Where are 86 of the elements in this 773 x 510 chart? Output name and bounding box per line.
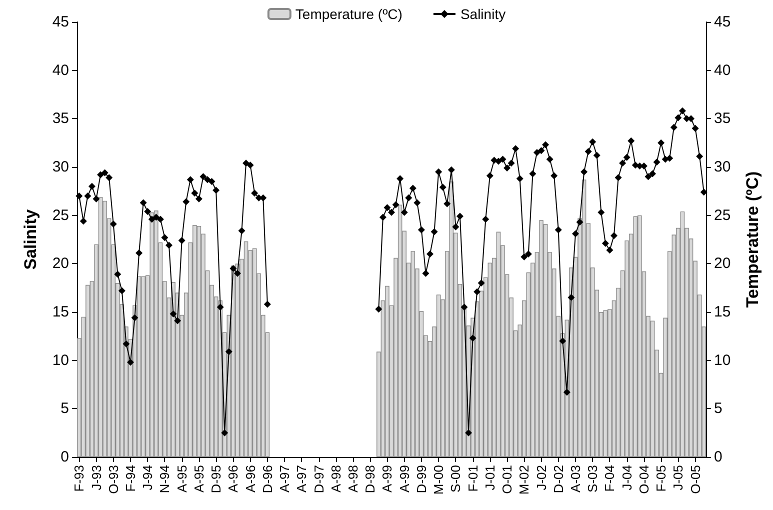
bar <box>539 220 544 457</box>
x-tick-label: A-95 <box>191 465 206 492</box>
bar <box>141 276 146 457</box>
bar <box>231 266 236 457</box>
x-tick-label: A-99 <box>380 465 395 492</box>
y2-tick-label: 35 <box>714 110 731 128</box>
x-tick-label: D-97 <box>311 465 326 494</box>
bar <box>385 286 390 457</box>
x-tick-label: O-04 <box>636 465 652 494</box>
bar <box>638 215 642 457</box>
x-tick-label: O-93 <box>106 465 121 494</box>
bar <box>171 282 176 457</box>
x-tick-label: D-02 <box>550 465 566 494</box>
y2-tick-label: 30 <box>714 158 731 176</box>
y2-tick-label: 45 <box>714 14 731 30</box>
x-tick-label: F-93 <box>72 465 87 492</box>
x-tick-label: D-98 <box>362 465 378 494</box>
y-tick-label: 30 <box>52 158 69 176</box>
bar <box>680 211 685 457</box>
y-tick-label: 25 <box>52 206 69 224</box>
bar <box>252 248 257 457</box>
bar <box>102 200 107 457</box>
x-tick-label: J-04 <box>619 465 634 490</box>
x-tick-label: A-03 <box>568 465 583 492</box>
bar <box>150 212 154 457</box>
y2-tick-label: 15 <box>714 304 731 320</box>
x-tick-label: A-98 <box>328 465 344 492</box>
x-tick-label: O-01 <box>500 465 515 494</box>
x-tick-label: A-96 <box>226 465 241 492</box>
y-tick-label: 15 <box>52 304 69 320</box>
x-tick-label: S-03 <box>585 465 600 492</box>
x-tick-label: J-01 <box>482 465 498 490</box>
x-tick-label: A-97 <box>277 465 292 492</box>
x-tick-label: A-97 <box>294 465 310 492</box>
bar <box>398 204 402 457</box>
bar <box>603 310 608 457</box>
x-tick-label: J-94 <box>140 465 156 490</box>
bar <box>436 294 441 457</box>
x-tick-label: F-05 <box>654 465 669 492</box>
y-axis-title: Salinity <box>21 208 40 270</box>
x-tick-label: J-02 <box>534 465 549 490</box>
bar <box>449 182 454 457</box>
legend-label: Temperature (ºC) <box>295 6 402 22</box>
x-tick-label: F-04 <box>602 465 618 492</box>
y2-tick-label: 5 <box>714 400 722 418</box>
x-tick-label: A-98 <box>345 465 360 492</box>
bar <box>244 241 248 457</box>
bar <box>633 216 638 457</box>
y-tick-label: 10 <box>52 352 69 369</box>
x-tick-label: O-05 <box>688 465 703 494</box>
x-tick-label: F-01 <box>465 465 480 492</box>
y2-tick-label: 25 <box>714 206 731 224</box>
bar <box>582 180 586 457</box>
x-tick-label: D-96 <box>260 465 275 494</box>
y2-tick-label: 10 <box>714 352 731 369</box>
y-tick-label: 5 <box>60 400 69 418</box>
x-tick-label: A-95 <box>174 465 190 492</box>
bar <box>98 196 103 457</box>
y2-axis-title: Temperature (ºC) <box>743 171 762 308</box>
x-tick-label: J-05 <box>670 465 686 490</box>
y2-tick-label: 40 <box>714 62 731 79</box>
x-tick-label: F-94 <box>122 465 138 492</box>
bar <box>86 284 90 457</box>
bar <box>136 276 142 457</box>
y-tick-label: 20 <box>52 255 69 272</box>
y-tick-label: 40 <box>52 62 69 79</box>
legend-label: Salinity <box>460 6 506 22</box>
x-tick-label: D-95 <box>208 465 224 494</box>
x-tick-label: N-94 <box>157 465 172 494</box>
x-tick-label: A-96 <box>242 465 258 492</box>
y-tick-label: 35 <box>52 110 69 128</box>
bar <box>496 232 501 457</box>
x-tick-label: J-93 <box>88 465 104 490</box>
x-tick-label: A-99 <box>396 465 412 492</box>
bar <box>196 226 202 457</box>
bar <box>543 224 548 457</box>
y2-tick-label: 20 <box>714 255 731 272</box>
x-tick-label: S-00 <box>448 465 464 492</box>
bar <box>410 251 416 457</box>
x-tick-label: M-02 <box>516 465 532 495</box>
x-tick-label: D-99 <box>414 465 429 494</box>
y2-tick-label: 0 <box>714 448 722 466</box>
x-tick-label: M-00 <box>431 465 446 495</box>
bar <box>192 225 197 457</box>
y-tick-label: 45 <box>52 14 69 30</box>
y-tick-label: 0 <box>60 448 69 466</box>
